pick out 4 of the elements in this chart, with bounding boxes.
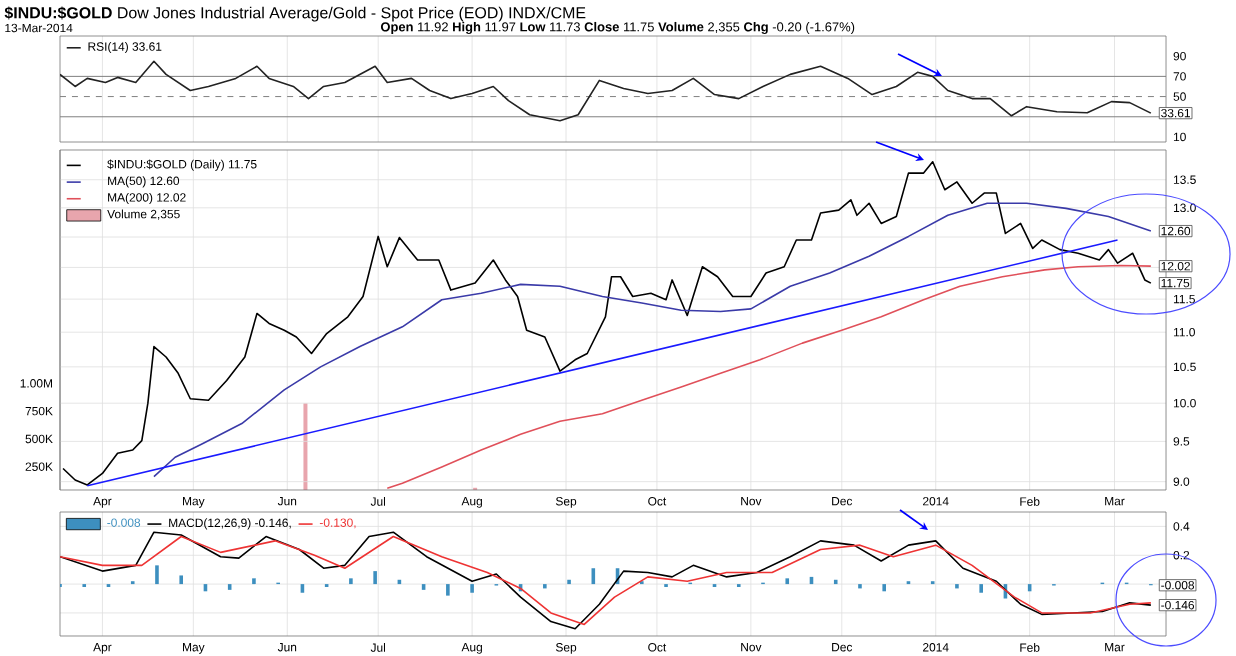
line-series	[386, 264, 1152, 490]
line-series	[60, 60, 1152, 122]
line-series	[62, 160, 1152, 486]
line-series	[153, 202, 1152, 478]
